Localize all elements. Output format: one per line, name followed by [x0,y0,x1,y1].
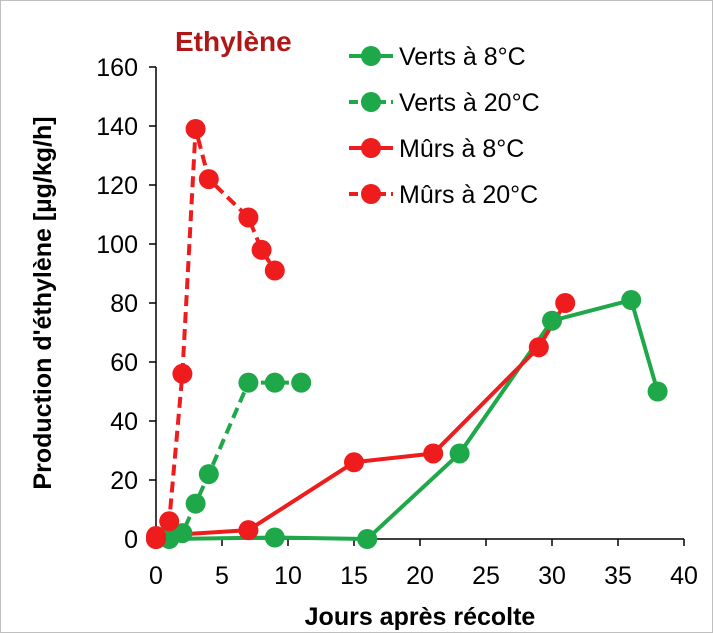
data-point-series-4 [198,169,219,190]
legend-label: Mûrs à 20°C [399,181,538,209]
data-point-series-3 [238,520,259,541]
x-tick-label: 25 [472,562,500,590]
data-point-series-4 [146,529,166,549]
data-point-series-4 [251,239,272,260]
data-point-series-2 [291,372,312,393]
x-tick-label: 30 [538,562,566,590]
chart-title: Ethylène [175,26,292,57]
x-axis-title: Jours après récolte [305,603,536,631]
data-point-series-4 [238,207,259,228]
data-point-series-1 [264,527,285,548]
data-point-series-2 [172,523,193,544]
y-tick-label: 60 [110,349,138,377]
data-point-series-1 [449,443,470,464]
x-tick-label: 10 [274,562,302,590]
x-tick-label: 20 [406,562,434,590]
data-point-series-1 [542,310,562,331]
data-point-series-3 [423,443,444,464]
data-point-series-4 [172,363,193,384]
y-tick-label: 100 [96,231,138,259]
data-point-series-2 [185,493,206,514]
legend-marker [361,92,381,112]
data-point-series-4 [185,118,206,139]
x-tick-label: 5 [215,562,229,590]
series-line-1 [156,298,660,541]
data-point-series-3 [344,452,364,473]
data-point-series-2 [264,372,285,393]
data-point-series-3 [528,337,549,358]
y-tick-label: 0 [124,526,138,554]
data-point-series-4 [264,260,285,281]
x-tick-label: 40 [670,562,698,590]
x-tick-label: 0 [149,562,163,590]
x-tick-label: 35 [604,562,632,590]
y-tick-label: 40 [110,408,138,436]
y-tick-label: 140 [96,113,138,141]
data-point-series-1 [647,381,668,402]
y-tick-label: 120 [96,172,138,200]
data-point-series-2 [238,372,259,393]
y-tick-label: 20 [110,467,138,495]
data-point-series-4 [159,511,180,532]
legend-label: Mûrs à 8°C [399,135,524,163]
legend-marker [361,46,381,66]
legend-label: Verts à 20°C [399,89,540,117]
series-layer [146,118,668,549]
data-point-series-1 [621,290,642,311]
legend-label: Verts à 8°C [399,43,526,71]
data-point-series-2 [198,464,219,485]
y-axis-title: Production d'éthylène [µg/kg/h] [29,116,57,489]
series-line-3 [155,301,567,539]
data-point-series-1 [357,529,378,549]
legend-marker [361,184,381,204]
x-tick-label: 15 [340,562,368,590]
legend: Verts à 8°C Verts à 20°C Mûrs à 8°C Mûrs à … [349,43,540,209]
data-point-series-3 [555,293,576,313]
y-tick-label: 160 [96,54,138,82]
y-tick-label: 80 [110,290,138,318]
ticks: 0 5 10 15 20 25 30 35 40 0 20 40 60 80 100 120 140 160 [96,54,698,590]
legend-marker [361,138,381,158]
